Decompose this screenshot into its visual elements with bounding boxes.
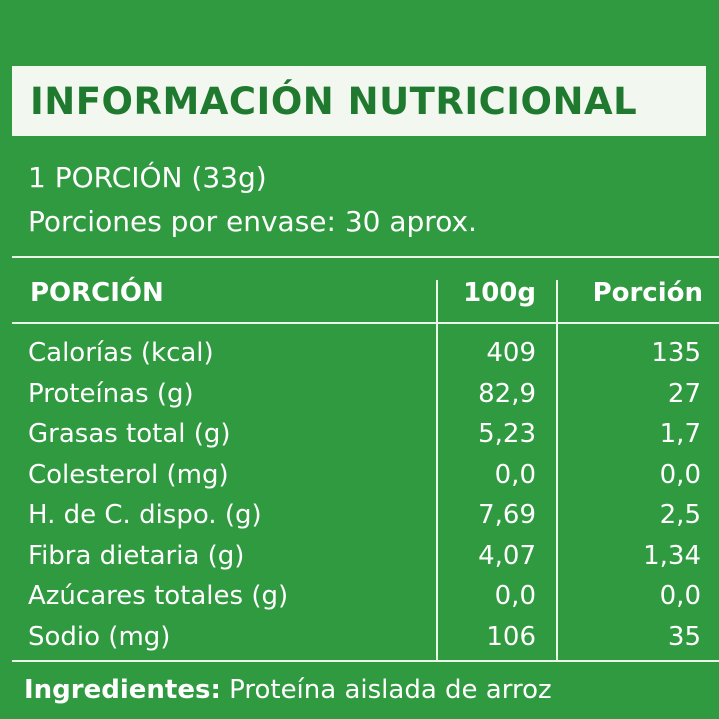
header-nutrient: PORCIÓN <box>30 278 164 308</box>
servings-per-container: Porciones por envase: 30 aprox. <box>28 205 477 238</box>
value-portion: 1,7 <box>659 419 701 449</box>
column-divider-1 <box>436 280 438 660</box>
value-100g: 7,69 <box>478 500 536 530</box>
nutrient-name: Azúcares totales (g) <box>28 581 289 611</box>
nutrient-name: Fibra dietaria (g) <box>28 540 245 571</box>
nutrient-name: Calorías (kcal) <box>28 338 214 368</box>
value-portion: 0,0 <box>659 459 701 490</box>
nutrient-name: Colesterol (mg) <box>28 459 229 490</box>
value-100g: 0,0 <box>494 581 536 611</box>
value-portion: 27 <box>667 378 701 409</box>
value-portion: 0,0 <box>659 581 701 611</box>
value-100g: 0,0 <box>494 459 536 490</box>
header-portion: Porción <box>592 278 703 308</box>
ingredients: Ingredientes: Proteína aislada de arroz <box>24 675 552 705</box>
serving-size: 1 PORCIÓN (33g) <box>28 161 267 194</box>
table-row: Sodio (mg) 106 35 <box>0 622 719 662</box>
table-row: Proteínas (g) 82,9 27 <box>0 379 719 419</box>
title-banner: INFORMACIÓN NUTRICIONAL <box>12 66 706 136</box>
value-100g: 4,07 <box>478 540 536 571</box>
ingredients-text: Proteína aislada de arroz <box>220 675 552 705</box>
column-divider-2 <box>556 280 558 660</box>
nutrient-name: H. de C. dispo. (g) <box>28 500 262 530</box>
divider-bottom <box>12 660 719 662</box>
table-row: Fibra dietaria (g) 4,07 1,34 <box>0 541 719 581</box>
table-row: Calorías (kcal) 409 135 <box>0 338 719 378</box>
value-portion: 135 <box>651 338 701 368</box>
value-100g: 5,23 <box>478 419 536 449</box>
value-portion: 35 <box>667 621 701 652</box>
nutrient-name: Proteínas (g) <box>28 378 194 409</box>
ingredients-label: Ingredientes: <box>24 675 221 705</box>
nutrient-name: Sodio (mg) <box>28 621 171 652</box>
value-portion: 2,5 <box>659 500 701 530</box>
value-portion: 1,34 <box>643 540 701 571</box>
table-row: Colesterol (mg) 0,0 0,0 <box>0 460 719 500</box>
table-row: H. de C. dispo. (g) 7,69 2,5 <box>0 500 719 540</box>
table-row: Grasas total (g) 5,23 1,7 <box>0 419 719 459</box>
value-100g: 106 <box>486 621 536 652</box>
header-100g: 100g <box>463 278 536 308</box>
divider-header <box>12 322 719 324</box>
page-title: INFORMACIÓN NUTRICIONAL <box>30 79 638 123</box>
table-row: Azúcares totales (g) 0,0 0,0 <box>0 581 719 621</box>
divider-top <box>12 256 719 258</box>
nutrient-name: Grasas total (g) <box>28 419 231 449</box>
value-100g: 409 <box>486 338 536 368</box>
value-100g: 82,9 <box>478 378 536 409</box>
